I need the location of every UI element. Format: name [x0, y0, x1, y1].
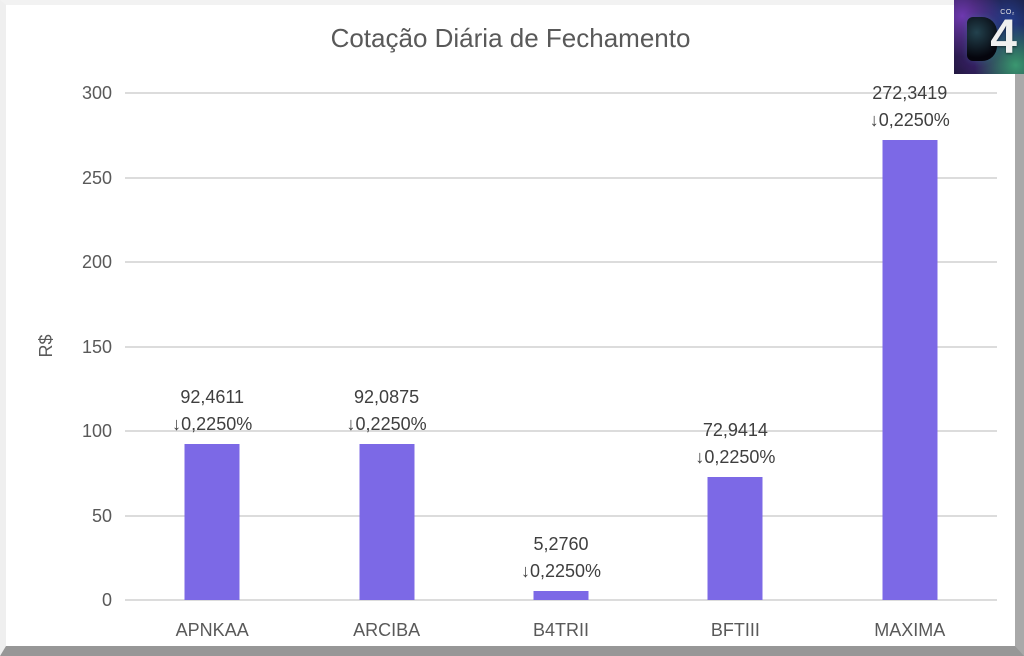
bar-value-label: 92,0875 — [354, 387, 420, 408]
bar-change-label: ↓0,2250% — [346, 414, 427, 435]
bar-label: 92,0875 ↓0,2250% — [347, 384, 427, 438]
bar-value-label: 5,2760 — [533, 534, 589, 555]
logo-co2-text: CO₂ — [1000, 9, 1015, 16]
bar-change-label: ↓0,2250% — [869, 109, 950, 130]
bar-label: 92,4611 ↓0,2250% — [172, 384, 252, 438]
logo-b-shape-icon — [967, 17, 997, 61]
bar-change-label: ↓0,2250% — [172, 413, 253, 434]
gridline — [125, 176, 997, 179]
bar-label: 5,2760 ↓0,2250% — [521, 531, 601, 585]
y-tick-label: 250 — [81, 167, 112, 188]
gridline — [125, 430, 997, 432]
x-tick-label: ARCIBA — [353, 620, 421, 640]
y-tick-label: 300 — [81, 83, 112, 103]
x-tick-label: MAXIMA — [874, 620, 946, 640]
bar-column: 5,2760 ↓0,2250% B4TRII — [474, 93, 648, 640]
bar — [882, 139, 938, 600]
b4-logo: 4 CO₂ — [954, 0, 1024, 74]
gridline — [125, 345, 997, 348]
logo-numeral: 4 — [990, 11, 1017, 64]
chart-title: Cotação Diária de Fechamento — [330, 23, 691, 53]
gridline — [125, 261, 997, 263]
bar-value-label: 92,4611 — [180, 386, 245, 407]
chart: Cotação Diária de Fechamento R$ 92,4611 ↓… — [6, 0, 1024, 646]
bar — [707, 476, 763, 600]
y-tick-label: 200 — [81, 252, 112, 272]
bar-value-label: 72,9414 — [702, 419, 768, 440]
bar-value-label: 272,3419 — [872, 82, 948, 103]
gridline — [125, 514, 997, 517]
x-tick-label: B4TRII — [532, 620, 589, 640]
gridline — [125, 599, 997, 601]
y-tick-label: 50 — [91, 505, 112, 526]
x-tick-label: APNKAA — [175, 620, 249, 640]
bar-column: 72,9414 ↓0,2250% BFTIII — [648, 93, 822, 640]
bar-label: 272,3419 ↓0,2250% — [870, 80, 950, 134]
bar-column: 92,0875 ↓0,2250% ARCIBA — [299, 93, 473, 640]
bar — [533, 591, 589, 600]
y-tick-label: 0 — [101, 590, 112, 610]
bar-change-label: ↓0,2250% — [520, 561, 602, 582]
bar — [184, 443, 240, 600]
plot-area: 92,4611 ↓0,2250% APNKAA 92,0875 ↓0,2250% ARCI… — [125, 83, 997, 640]
bar-column: 92,4611 ↓0,2250% APNKAA — [125, 93, 299, 640]
bar — [359, 444, 415, 600]
y-tick-label: 150 — [81, 336, 112, 357]
y-tick-label: 100 — [81, 421, 112, 441]
bar-label: 72,9414 ↓0,2250% — [695, 417, 775, 471]
bar-change-label: ↓0,2250% — [695, 446, 776, 467]
bar-column: 272,3419 ↓0,2250% MAXIMA — [823, 83, 997, 640]
x-tick-label: BFTIII — [710, 620, 760, 640]
gridline — [125, 92, 997, 94]
